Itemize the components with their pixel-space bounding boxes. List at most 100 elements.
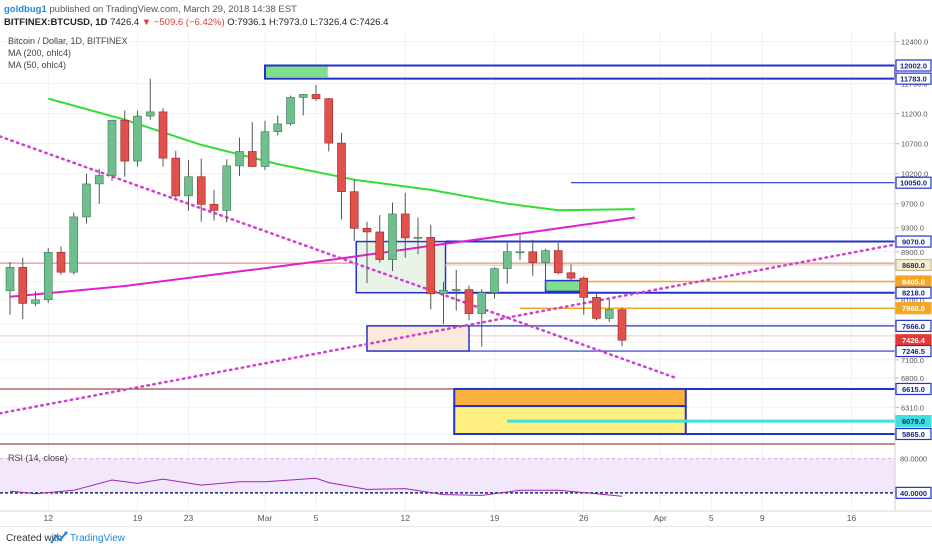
candle-body bbox=[107, 119, 117, 176]
candle-body bbox=[541, 250, 550, 263]
candle-body bbox=[553, 250, 563, 274]
candle-body bbox=[566, 272, 576, 279]
candle-body bbox=[69, 216, 79, 273]
time-tick-label: 5 bbox=[314, 513, 319, 523]
price-label-text: 8680.0 bbox=[902, 261, 925, 270]
target-zone-upper bbox=[453, 387, 687, 408]
candle-body bbox=[477, 292, 487, 314]
time-axis: 12 19 23 Mar 5 12 19 26 Apr 5 9 16 bbox=[0, 510, 932, 523]
price-tick-label: 11200.0 bbox=[901, 110, 928, 119]
candle-body bbox=[400, 213, 410, 239]
ma50-legend[interactable]: MA (50, ohlc4) bbox=[8, 60, 67, 70]
candle-body bbox=[56, 252, 66, 273]
moving-averages bbox=[9, 97, 635, 298]
candle-body bbox=[133, 115, 142, 162]
price-tick-label: 8900.0 bbox=[901, 248, 924, 257]
candle-body bbox=[18, 267, 28, 304]
tradingview-link[interactable]: TradingView bbox=[70, 533, 126, 544]
ma50-line bbox=[48, 97, 635, 212]
symbol-name: BITFINEX:BTCUSD, 1D bbox=[4, 17, 108, 28]
tradingview-logo-icon bbox=[50, 531, 68, 544]
candle-body bbox=[94, 175, 104, 185]
time-tick-label: 16 bbox=[847, 513, 857, 523]
price-axis: 12400.011700.011200.010700.010200.09700.… bbox=[0, 32, 932, 510]
candle-body bbox=[439, 289, 448, 295]
publish-info: published on TradingView.com, March 29, … bbox=[49, 4, 297, 15]
time-tick-label: 26 bbox=[579, 513, 589, 523]
price-label-box bbox=[895, 382, 932, 396]
created-with-text: Created with bbox=[6, 533, 63, 544]
chart-header: goldbug1 published on TradingView.com, M… bbox=[0, 0, 932, 32]
ma200-line bbox=[9, 216, 635, 298]
candle-body bbox=[235, 151, 244, 167]
price-tick-label: 6800.0 bbox=[901, 374, 924, 383]
price-tick-label: 8100.0 bbox=[901, 296, 924, 305]
candle-body bbox=[31, 299, 40, 304]
candle-body bbox=[515, 251, 525, 254]
candle-body bbox=[260, 131, 270, 167]
candle-body bbox=[298, 94, 308, 98]
price-label-text: 8218.0 bbox=[902, 289, 925, 298]
candle-body bbox=[451, 289, 461, 291]
candle-body bbox=[247, 151, 257, 167]
price-label-box bbox=[895, 344, 932, 358]
candle-body bbox=[196, 176, 206, 205]
candle-body bbox=[209, 204, 219, 211]
down-arrow-icon: ▼ bbox=[141, 17, 152, 28]
candle-body bbox=[413, 237, 423, 239]
price-label-text: 12002.0 bbox=[900, 62, 927, 71]
candle-body bbox=[158, 111, 168, 159]
candle-body bbox=[604, 309, 614, 319]
candle-body bbox=[5, 267, 15, 292]
candle-body bbox=[273, 123, 283, 132]
price-tick-label: 7100.0 bbox=[901, 356, 924, 365]
price-tick-label: 10200.0 bbox=[901, 170, 928, 179]
candle-body bbox=[490, 268, 499, 293]
price-label-text: 7246.5 bbox=[902, 347, 925, 356]
author-link[interactable]: goldbug1 bbox=[4, 4, 47, 15]
time-tick-label: 5 bbox=[709, 513, 714, 523]
publish-line: goldbug1 published on TradingView.com, M… bbox=[4, 4, 297, 16]
candle-body bbox=[362, 228, 372, 233]
candle-body bbox=[337, 142, 346, 193]
signal-box bbox=[544, 279, 585, 293]
time-tick-label: 19 bbox=[133, 513, 143, 523]
candle-body bbox=[324, 98, 334, 144]
price-label-text: 10050.0 bbox=[900, 179, 927, 188]
ma200-legend[interactable]: MA (200, ohlc4) bbox=[8, 48, 72, 58]
rsi-legend[interactable]: RSI (14, close) bbox=[8, 453, 68, 463]
price-label-box bbox=[895, 319, 932, 332]
time-tick-label: Apr bbox=[654, 513, 667, 523]
price-label-text: 11783.0 bbox=[900, 75, 927, 84]
rsi-line bbox=[9, 477, 623, 497]
grid bbox=[0, 32, 895, 510]
rsi-pane: 80.0000 40.0000 bbox=[0, 455, 932, 499]
price-label-text: 7666.0 bbox=[902, 322, 925, 331]
time-tick-label: Mar bbox=[258, 513, 273, 523]
price-label-box bbox=[895, 258, 932, 272]
candle-body bbox=[171, 157, 181, 197]
rsi-tick-label: 40.0000 bbox=[900, 489, 927, 498]
time-tick-label: 19 bbox=[490, 513, 500, 523]
time-tick-label: 9 bbox=[760, 513, 765, 523]
candle-body bbox=[528, 251, 538, 263]
time-tick-label: 12 bbox=[44, 513, 54, 523]
price-tick-label: 10700.0 bbox=[901, 140, 928, 149]
range-box bbox=[366, 325, 470, 352]
rsi-tick-label: 80.0000 bbox=[900, 455, 927, 464]
candle-body bbox=[617, 309, 627, 341]
price-tick-label: 9700.0 bbox=[901, 200, 924, 209]
footer: Created with TradingView bbox=[0, 526, 932, 551]
price-label-text: 8405.0 bbox=[902, 277, 925, 286]
price-label-box bbox=[895, 176, 932, 189]
price-label-text: 9070.0 bbox=[902, 238, 925, 247]
candle-body bbox=[592, 297, 601, 319]
price-label-text: 7960.0 bbox=[902, 304, 925, 313]
time-tick-label: 12 bbox=[401, 513, 411, 523]
price-tick-label: 9300.0 bbox=[901, 224, 924, 233]
symbol-line: BITFINEX:BTCUSD, 1D 7426.4 ▼ −509.6 (−6.… bbox=[4, 17, 388, 29]
candle-body bbox=[349, 191, 359, 229]
price-label-text: 7426.4 bbox=[902, 336, 926, 345]
candle-body bbox=[311, 94, 321, 99]
